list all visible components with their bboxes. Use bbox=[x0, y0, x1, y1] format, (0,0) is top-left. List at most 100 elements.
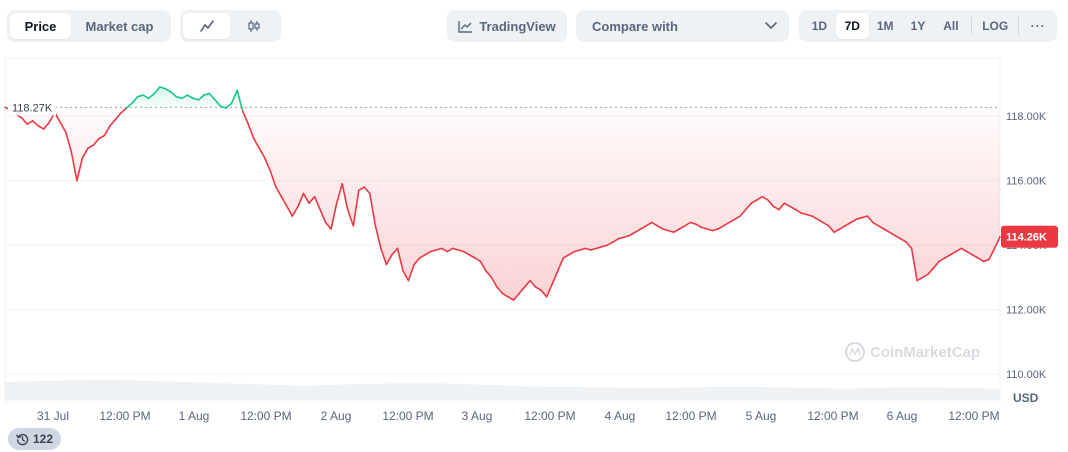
price-line-segment bbox=[899, 237, 907, 243]
unit-label: USD bbox=[1013, 391, 1039, 405]
price-point bbox=[994, 248, 995, 249]
price-line-segment bbox=[988, 247, 996, 261]
x-tick-label: 12:00 PM bbox=[99, 409, 150, 423]
price-point bbox=[402, 270, 403, 271]
price-line-segment bbox=[147, 92, 156, 100]
price-point bbox=[226, 107, 227, 108]
price-point bbox=[718, 228, 719, 229]
price-line-segment bbox=[717, 225, 725, 230]
price-line-segment bbox=[993, 235, 1001, 250]
price-line-segment bbox=[385, 254, 393, 266]
watermark-text: CoinMarketCap bbox=[870, 344, 980, 361]
price-point bbox=[425, 254, 426, 255]
price-line-segment bbox=[766, 199, 775, 208]
price-line-segment bbox=[910, 247, 918, 282]
history-badge[interactable]: 122 bbox=[8, 428, 62, 450]
price-point bbox=[463, 251, 464, 252]
price-line-segment bbox=[744, 202, 753, 211]
price-point bbox=[452, 248, 453, 249]
price-line-segment bbox=[170, 91, 178, 98]
price-line-segment bbox=[816, 218, 824, 224]
history-icon bbox=[16, 433, 29, 445]
price-point bbox=[192, 98, 193, 99]
price-point bbox=[297, 206, 298, 207]
price-point bbox=[712, 230, 713, 231]
price-point bbox=[977, 257, 978, 258]
price-point bbox=[65, 132, 66, 133]
line-chart-button[interactable] bbox=[183, 13, 230, 39]
price-point bbox=[878, 225, 879, 226]
compare-with-dropdown[interactable]: Compare with bbox=[576, 10, 789, 42]
price-tab[interactable]: Price bbox=[10, 13, 71, 39]
price-point bbox=[690, 222, 691, 223]
reference-label: 118.27K bbox=[12, 102, 53, 114]
range-1y-button[interactable]: 1Y bbox=[910, 19, 926, 33]
price-point bbox=[408, 280, 409, 281]
log-scale-button[interactable]: LOG bbox=[982, 19, 1009, 33]
price-point bbox=[640, 228, 641, 229]
price-point bbox=[999, 236, 1000, 237]
range-1m-button[interactable]: 1M bbox=[876, 19, 894, 33]
price-point bbox=[181, 98, 182, 99]
market-cap-tab[interactable]: Market cap bbox=[85, 18, 154, 34]
price-point bbox=[436, 249, 437, 250]
price-line-segment bbox=[418, 254, 426, 259]
price-line-segment bbox=[103, 125, 111, 137]
price-point bbox=[513, 299, 514, 300]
price-line-segment bbox=[457, 249, 465, 253]
price-line-segment bbox=[214, 99, 222, 108]
x-tick-label: 12:00 PM bbox=[240, 409, 291, 423]
price-line-segment bbox=[916, 276, 924, 282]
price-line-segment bbox=[894, 234, 902, 240]
compare-with-label: Compare with bbox=[592, 18, 678, 34]
price-point bbox=[441, 248, 442, 249]
price-line-segment bbox=[866, 215, 874, 224]
price-line-segment bbox=[125, 102, 133, 109]
tradingview-button[interactable]: TradingView bbox=[447, 10, 567, 42]
price-point bbox=[988, 259, 989, 260]
range-1d-button[interactable]: 1D bbox=[811, 19, 828, 33]
price-point bbox=[4, 107, 5, 108]
price-point bbox=[369, 193, 370, 194]
price-point bbox=[275, 187, 276, 188]
price-point bbox=[237, 90, 238, 91]
more-options-button[interactable]: ··· bbox=[1030, 19, 1046, 33]
area-above-reference bbox=[5, 87, 1000, 108]
price-point bbox=[762, 196, 763, 197]
price-line-segment bbox=[203, 92, 211, 96]
price-line-segment bbox=[324, 221, 332, 230]
price-point bbox=[983, 261, 984, 262]
candlestick-chart-button[interactable] bbox=[230, 13, 277, 39]
range-7d-button[interactable]: 7D bbox=[835, 13, 869, 39]
price-line-segment bbox=[153, 86, 161, 95]
price-point bbox=[812, 216, 813, 217]
price-line-segment bbox=[551, 270, 559, 285]
price-point bbox=[673, 232, 674, 233]
price-line-segment bbox=[954, 247, 963, 253]
range-all-button[interactable]: All bbox=[943, 19, 959, 33]
price-line-segment bbox=[59, 121, 67, 133]
price-line-segment bbox=[225, 102, 233, 109]
price-point bbox=[170, 91, 171, 92]
price-point bbox=[789, 206, 790, 207]
x-tick-label: 4 Aug bbox=[605, 409, 636, 423]
price-line-segment bbox=[888, 231, 896, 237]
price-line-segment bbox=[833, 228, 841, 233]
price-point bbox=[872, 222, 873, 223]
price-line-segment bbox=[943, 254, 952, 259]
price-line-segment bbox=[750, 199, 758, 204]
x-tick-label: 2 Aug bbox=[321, 409, 352, 423]
price-point bbox=[552, 283, 553, 284]
price-point bbox=[944, 257, 945, 258]
price-line-segment bbox=[518, 286, 526, 295]
price-point bbox=[966, 251, 967, 252]
price-point bbox=[115, 119, 116, 120]
price-line-segment bbox=[584, 247, 592, 251]
price-point bbox=[43, 128, 44, 129]
price-line-segment bbox=[230, 89, 238, 105]
current-price-label: 114.26K bbox=[1006, 232, 1047, 244]
price-line-segment bbox=[965, 250, 974, 256]
price-point bbox=[535, 287, 536, 288]
price-point bbox=[82, 157, 83, 158]
price-line-segment bbox=[308, 195, 316, 204]
